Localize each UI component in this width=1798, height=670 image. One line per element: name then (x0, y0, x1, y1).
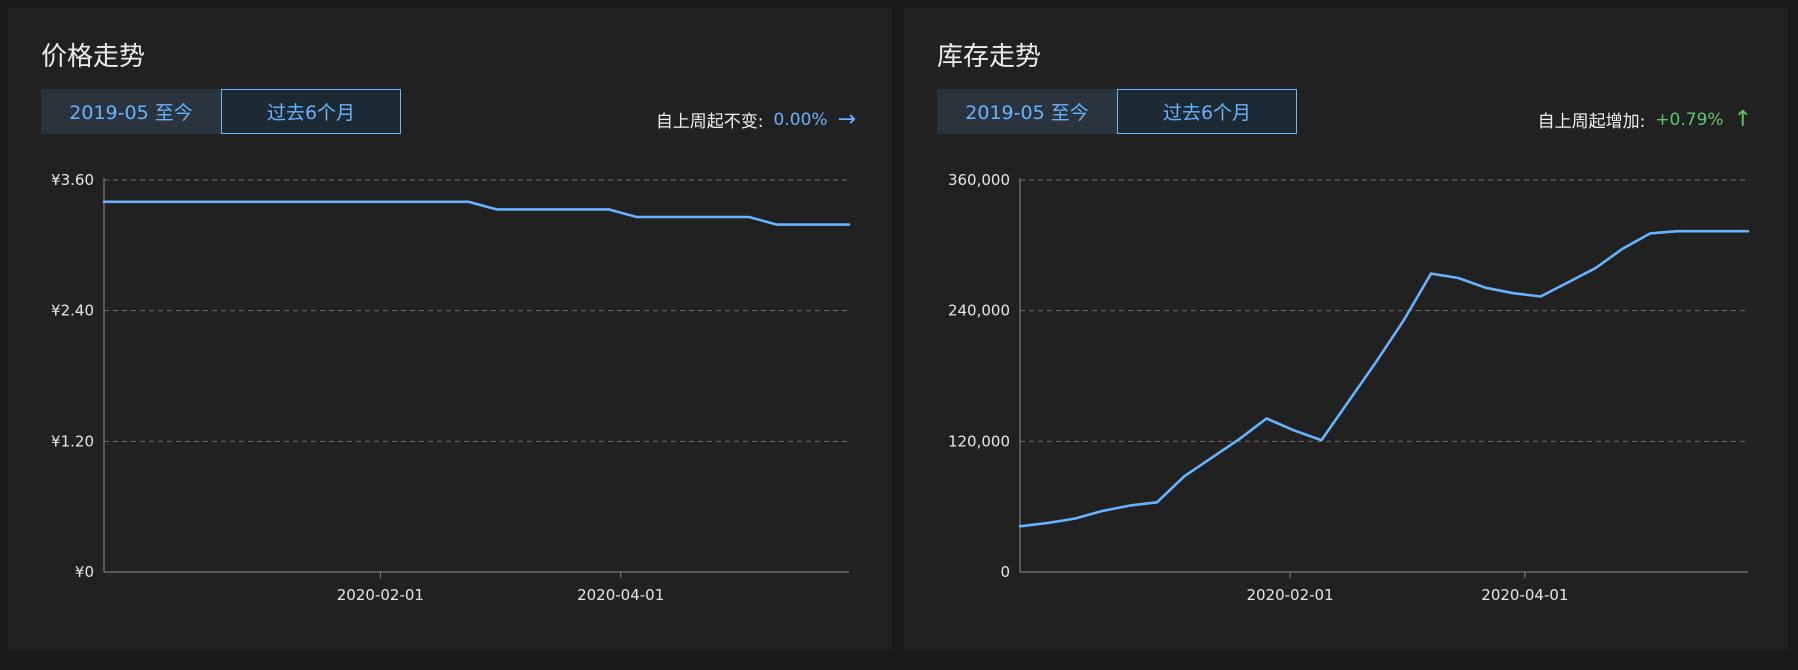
panel-title: 价格走势 (41, 42, 146, 72)
x-tick-label: 2020-02-01 (1246, 586, 1333, 604)
weekly-change: 自上周起增加: +0.79% ↑ (1537, 107, 1752, 133)
change-value: +0.79% (1655, 109, 1724, 130)
series-line (1018, 229, 1750, 528)
price-trend-panel: ¥0 ¥1.20 ¥2.40 ¥3.60 2020-02-01 2020-04-01 价格… (8, 8, 892, 650)
arrow-up-icon: ↑ (1733, 107, 1752, 132)
change-label: 自上周起不变: (655, 112, 764, 132)
x-tick-label: 2020-04-01 (577, 586, 664, 604)
stock-trend-chart: 0 120,000 240,000 360,000 2020-02-01 2020-04-… (948, 171, 1750, 604)
change-label: 自上周起增加: (1537, 112, 1646, 132)
y-tick-label: 240,000 (948, 302, 1010, 320)
series-line (102, 200, 851, 226)
x-tick-label: 2020-02-01 (337, 586, 424, 604)
change-value: 0.00% (773, 109, 828, 130)
price-trend-chart: ¥0 ¥1.20 ¥2.40 ¥3.60 2020-02-01 2020-04-01 (51, 171, 851, 604)
y-tick-label: ¥3.60 (51, 171, 94, 189)
y-tick-label: 360,000 (948, 171, 1010, 189)
arrow-right-icon: → (837, 107, 856, 132)
tab-since-2019-05[interactable]: 2019-05 至今 (41, 89, 221, 134)
y-tick-label: ¥0 (75, 563, 94, 581)
tab-since-2019-05[interactable]: 2019-05 至今 (937, 89, 1117, 134)
y-tick-label: 120,000 (948, 432, 1010, 450)
panel-title: 库存走势 (937, 42, 1042, 72)
range-tabs: 2019-05 至今 过去6个月 (41, 89, 401, 134)
weekly-change: 自上周起不变: 0.00% → (655, 107, 856, 133)
tab-last-6-months[interactable]: 过去6个月 (221, 89, 401, 134)
y-tick-label: 0 (1000, 563, 1010, 581)
x-tick-label: 2020-04-01 (1481, 586, 1568, 604)
range-tabs: 2019-05 至今 过去6个月 (937, 89, 1297, 134)
y-tick-label: ¥1.20 (51, 432, 94, 450)
y-tick-label: ¥2.40 (51, 302, 94, 320)
tab-last-6-months[interactable]: 过去6个月 (1117, 89, 1297, 134)
stock-trend-panel: 0 120,000 240,000 360,000 2020-02-01 2020-04-… (904, 8, 1788, 650)
